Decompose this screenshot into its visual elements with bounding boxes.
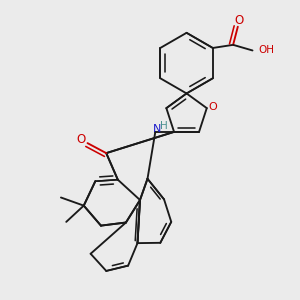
Text: H: H: [160, 121, 168, 131]
Text: O: O: [208, 103, 217, 112]
Text: O: O: [235, 14, 244, 27]
Text: N: N: [153, 124, 161, 134]
Text: O: O: [76, 133, 86, 146]
Text: OH: OH: [259, 45, 275, 55]
